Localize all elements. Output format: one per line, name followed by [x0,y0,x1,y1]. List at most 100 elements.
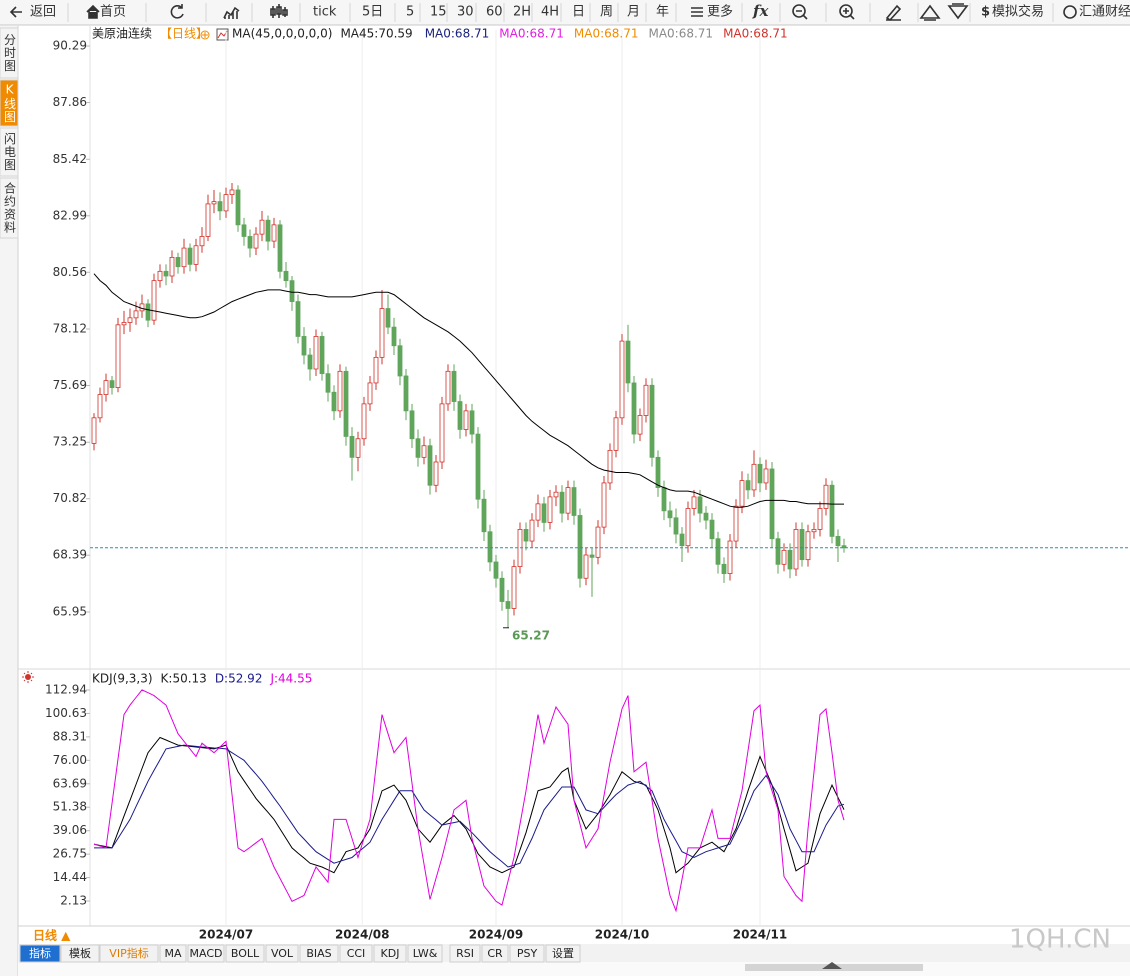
sidebar-tab[interactable] [0,127,19,177]
indicator-tab[interactable] [60,944,100,963]
toolbar-item[interactable]: 4H [541,5,559,20]
toolbar-icons [9,3,1077,22]
candle-body [145,303,151,321]
sidebar-tab[interactable] [0,79,19,127]
y-tick-label: 85.42 [53,152,87,166]
indicator-tab[interactable] [545,944,581,963]
candle-body [427,445,433,486]
candle-body [193,245,199,265]
logo-icon[interactable] [1063,5,1077,19]
indicator-line [93,736,845,874]
toolbar-item[interactable]: fx [752,2,769,20]
candle-body [769,468,775,540]
y-tick-label: 65.95 [53,604,87,618]
candle-body [505,601,511,609]
indicator-tab[interactable] [373,944,407,963]
menu-icon[interactable] [691,7,703,17]
legend-entry: MA0:68.71 [499,27,564,41]
candle-body [247,236,253,249]
indicator-tab[interactable] [225,944,265,963]
kdj-icon-rays [22,671,34,683]
candle-icon[interactable] [270,4,288,18]
toolbar-item[interactable]: 年 [656,5,669,20]
x-tick-label: 2024/11 [733,928,787,942]
toolbar-item[interactable]: 周 [600,5,613,20]
candle-body [685,508,691,547]
indicator-tab[interactable] [481,944,509,963]
toolbar-item[interactable]: 汇通财经 [1079,5,1130,20]
zoom-out-icon[interactable] [792,4,806,18]
candle-body [589,554,595,558]
toolbar-item[interactable]: 首页 [100,5,126,20]
back-icon[interactable] [9,6,22,18]
indicator-tab-label: LW& [413,947,438,960]
pen-icon[interactable] [885,4,902,22]
toolbar-item[interactable]: 月 [627,5,640,20]
scroll-arrow[interactable] [822,962,842,969]
toolbar-item[interactable]: 更多 [707,4,733,20]
candle-body [103,380,109,395]
indicator-tab[interactable] [407,944,443,963]
candle-body [391,326,397,347]
sidebar-bg [0,26,18,976]
candle-body [511,566,517,609]
sidebar-tab[interactable] [0,27,19,79]
candle-body [283,270,289,282]
x-tick-label: 2024/09 [469,928,523,942]
indicator-tab[interactable] [339,944,373,963]
candle-body [409,410,415,440]
period-selector[interactable]: 日线 ▲ [33,928,71,943]
home-icon[interactable] [86,4,100,19]
candle-body [787,549,793,570]
y-tick-label: 88.31 [53,729,87,743]
indicator-tab[interactable] [509,944,545,963]
candle-body [403,375,409,412]
indicator-icon[interactable] [216,28,229,41]
toolbar-item[interactable]: tick [313,5,337,20]
toolbar-item[interactable]: 5 [406,5,414,20]
indicator-tab[interactable] [299,944,339,963]
toolbar-item[interactable]: 模拟交易 [992,4,1044,20]
sidebar-tab[interactable] [0,177,19,239]
refresh-icon[interactable] [170,4,184,19]
toolbar-item[interactable]: 60 [486,5,503,20]
candle-body [199,236,205,247]
candle-body [475,433,481,500]
candle-body [301,336,307,356]
indicator-tab-label: VOL [271,947,294,960]
kdj-icon[interactable] [25,674,31,680]
candle-body [781,549,787,565]
indicator-tab[interactable] [449,944,481,963]
toolbar-item[interactable]: 30 [457,5,474,20]
indicator-line [93,689,845,913]
candle-body [169,256,175,277]
candle-body [217,201,223,212]
candle-body [805,531,811,561]
indicator-tab[interactable] [159,944,187,963]
candle-body [481,498,487,533]
chart-icon[interactable] [223,6,240,19]
down-draw-icon[interactable] [947,3,969,20]
indicator-tab[interactable] [265,944,299,963]
scroll-bg [18,962,1130,976]
toolbar-item[interactable]: 15 [430,5,447,20]
toolbar-item[interactable]: 日 [572,5,585,20]
toolbar-item[interactable]: 返回 [30,5,56,20]
toolbar-item[interactable]: $ [981,5,990,20]
sidebar-tab-label: 闪电图 [3,132,17,171]
legend-entry: J:44.55 [269,672,312,686]
candle-body [253,233,259,249]
indicator-tab[interactable] [99,944,159,963]
indicator-tab[interactable] [19,944,61,963]
indicator-tab[interactable] [187,944,225,963]
up-draw-icon[interactable] [919,4,941,21]
candle-body [487,531,493,563]
zoom-in-icon[interactable] [839,4,853,18]
candle-body [445,370,451,405]
toolbar-item[interactable]: 5日 [362,5,383,20]
settings-icon[interactable] [200,30,210,40]
candle-body [643,384,649,416]
candle-body [115,324,121,388]
candle-body [265,219,271,242]
toolbar-item[interactable]: 2H [513,5,531,20]
